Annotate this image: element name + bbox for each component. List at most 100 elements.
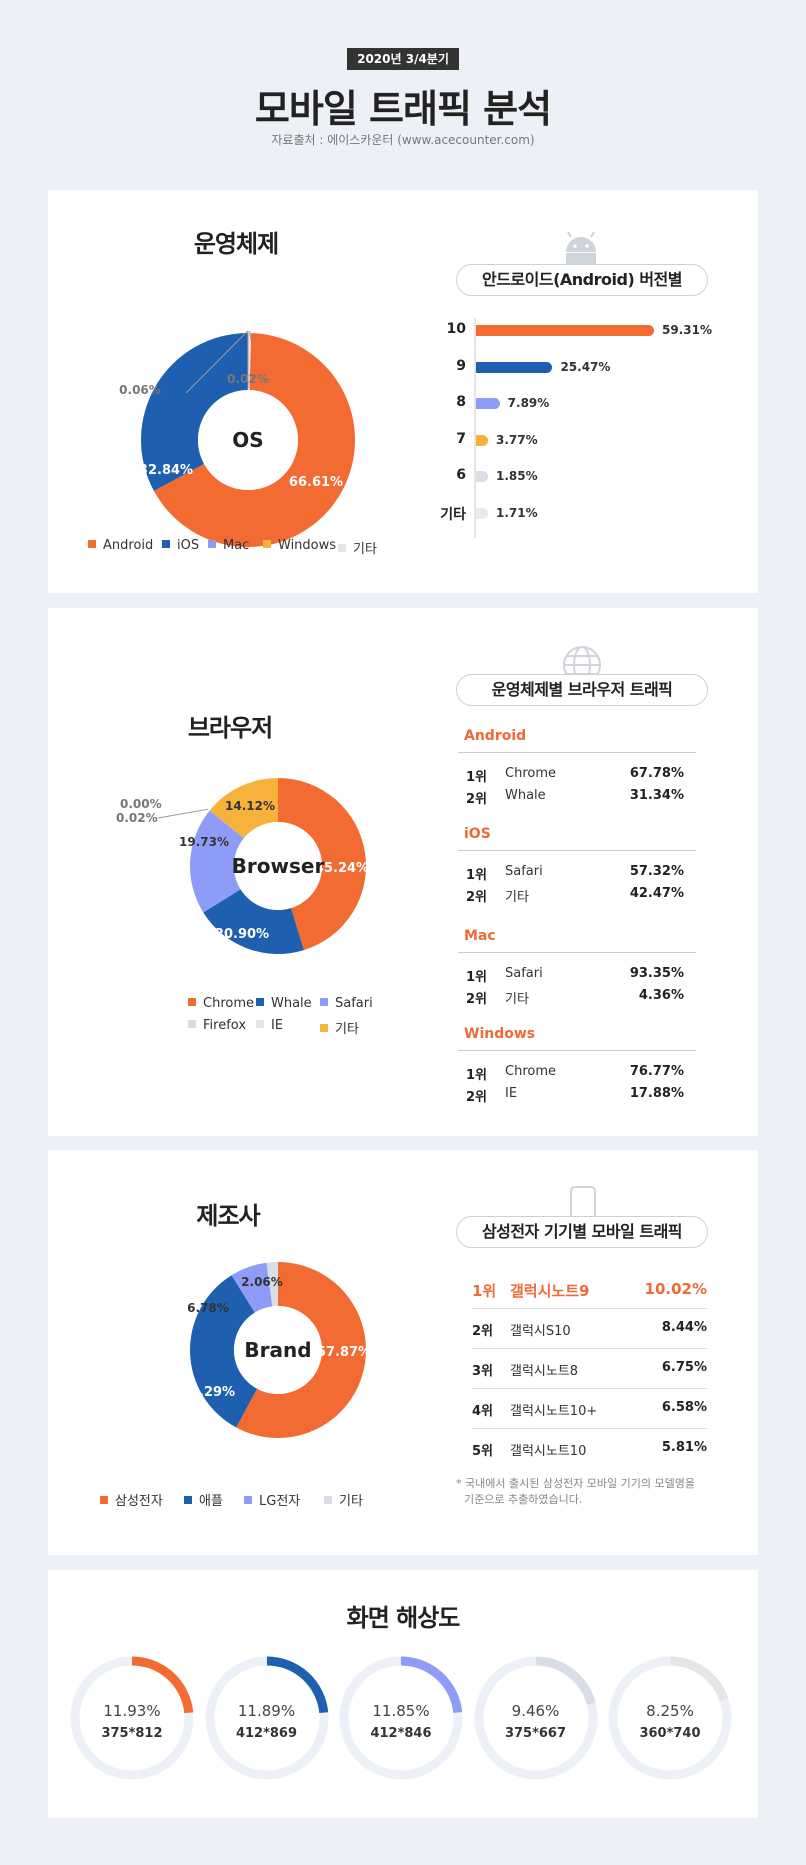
donut-hole — [198, 390, 298, 490]
slice-기타 — [248, 333, 252, 391]
legend-item-Chrome: Chrome — [188, 996, 254, 1011]
browser-donut-chart: 45.24% 20.90% 19.73% 0.02%0.00% 14.12% Browse… — [116, 778, 369, 954]
donut-hole — [234, 822, 322, 910]
device-bname: 갤럭시노트10 — [510, 1444, 587, 1459]
browser-section-title: 브라우저 — [187, 714, 273, 742]
slice-label-IE: 0.00% — [120, 797, 162, 811]
version-value-9: 25.47% — [560, 359, 611, 374]
slice-label-Android: 66.61% — [289, 475, 343, 490]
legend-label: Firefox — [203, 1018, 247, 1033]
device-row: 3위 갤럭시노트8 6.75% — [472, 1348, 707, 1388]
slice-애플 — [190, 1275, 258, 1428]
version-value-10: 59.31% — [662, 323, 712, 337]
legend-label: Mac — [223, 538, 250, 553]
legend-swatch — [320, 1024, 328, 1032]
version-value-6: 1.85% — [496, 469, 538, 483]
resolution-percent: 11.89% — [237, 1702, 296, 1720]
device-rank: 2위 — [472, 1324, 494, 1339]
legend-swatch — [338, 544, 346, 552]
slice-기타 — [266, 1262, 278, 1307]
version-bar-10 — [476, 325, 654, 336]
device-rank: 1위 — [472, 1282, 497, 1300]
page-header: 2020년 3/4분기 모바일 트래픽 분석 자료출처 : 에이스카운터 (ww… — [0, 0, 806, 150]
legend-swatch — [256, 998, 264, 1006]
slice-label-Firefox: 0.02% — [116, 811, 158, 825]
browser-rank: 1위 — [466, 868, 488, 883]
version-bar-6 — [476, 471, 488, 482]
legend-label: Whale — [271, 996, 312, 1011]
version-label-6: 6 — [456, 467, 466, 483]
device-bval: 6.58% — [661, 1400, 707, 1415]
legend-swatch — [320, 998, 328, 1006]
browser-rank: 2위 — [466, 1090, 488, 1105]
legend-label: Windows — [278, 538, 337, 553]
legend-swatch — [100, 1496, 108, 1504]
legend-item-Windows: Windows — [263, 538, 336, 553]
os-group-iOS: iOS — [464, 826, 491, 842]
slice-Android — [153, 333, 355, 547]
os-donut-chart: 0.48%66.61%32.84%0.06%0.02%OS — [119, 330, 355, 547]
device-note: * 국내에서 출시된 삼성전자 모바일 기기의 모델명을 기준으로 추출하였습니… — [456, 1476, 695, 1508]
resolution-ring-375*812: 11.93% 375*812 — [70, 1656, 194, 1780]
ring-svg — [608, 1656, 732, 1780]
browser-bval: 76.77% — [629, 1064, 684, 1079]
slice-label-LG전자: 6.78% — [187, 1301, 229, 1315]
legend-swatch — [324, 1496, 332, 1504]
resolution-dimension: 375*667 — [504, 1726, 567, 1741]
slice-label-삼성전자: 57.87% — [317, 1345, 371, 1360]
legend-swatch — [263, 540, 271, 548]
version-label-8: 8 — [456, 394, 466, 410]
slice-iOS — [141, 333, 248, 492]
resolution-percent: 11.93% — [103, 1702, 161, 1720]
version-value-8: 7.89% — [507, 396, 550, 410]
version-label-10: 10 — [446, 321, 466, 337]
browser-rank: 1위 — [466, 970, 488, 985]
resolution-dimension: 375*812 — [101, 1726, 163, 1741]
resolution-ring-360*740: 8.25% 360*740 — [608, 1656, 732, 1780]
browser-rank: 2위 — [466, 992, 488, 1007]
legend-item-Firefox: Firefox — [188, 1018, 246, 1033]
slice-Safari — [190, 810, 244, 913]
device-rule — [472, 1308, 707, 1309]
version-bar-기타 — [476, 507, 488, 519]
device-row: 4위 갤럭시노트10+ 6.58% — [472, 1388, 707, 1428]
android-version-title: 안드로이드(Android) 버전별 — [456, 264, 708, 296]
device-rank: 4위 — [472, 1404, 494, 1419]
slice-Chrome — [278, 778, 367, 951]
legend-swatch — [188, 998, 196, 1006]
slice-Whale — [203, 889, 304, 954]
page-title: 모바일 트래픽 분석 — [254, 87, 552, 131]
legend-label: Android — [103, 538, 154, 553]
leader-line — [157, 808, 209, 819]
version-label-기타: 기타 — [440, 506, 466, 523]
version-bar-7 — [476, 434, 488, 446]
os-group-rule — [458, 1050, 696, 1051]
ring-arc — [131, 1656, 194, 1714]
legend-item-iOS: iOS — [162, 538, 199, 553]
browser-bname: Chrome — [505, 1064, 556, 1079]
device-bname: 갤럭시노트10+ — [510, 1404, 598, 1419]
legend-item-기타: 기타 — [324, 1490, 363, 1509]
slice-label-Chrome: 45.24% — [315, 861, 369, 876]
resolution-card: 화면 해상도 11.93% 375*812 11.89% 412*869 11.85% 4… — [48, 1570, 758, 1818]
slice-삼성전자 — [236, 1262, 366, 1438]
slice-label-기타: 14.12% — [225, 799, 275, 813]
browser-bname: Safari — [505, 864, 543, 879]
legend-label: iOS — [177, 538, 200, 553]
ring-arc — [535, 1656, 596, 1706]
ring-svg — [339, 1656, 463, 1780]
os-group-rule — [458, 752, 696, 753]
legend-label: 삼성전자 — [115, 1494, 163, 1509]
resolution-dimension: 360*740 — [639, 1726, 701, 1741]
legend-item-기타: 기타 — [320, 1018, 359, 1037]
resolution-ring-375*667: 9.46% 375*667 — [474, 1656, 598, 1780]
legend-swatch — [208, 540, 216, 548]
device-note-line2: 기준으로 추출하였습니다. — [464, 1493, 583, 1506]
legend-label: 기타 — [335, 1022, 359, 1037]
legend-item-삼성전자: 삼성전자 — [100, 1490, 163, 1509]
ring-arc — [400, 1656, 463, 1714]
os-group-Windows: Windows — [464, 1026, 536, 1042]
slice-label-기타: 2.06% — [241, 1275, 283, 1289]
legend-swatch — [256, 1020, 264, 1028]
os-group-rule — [458, 952, 696, 953]
